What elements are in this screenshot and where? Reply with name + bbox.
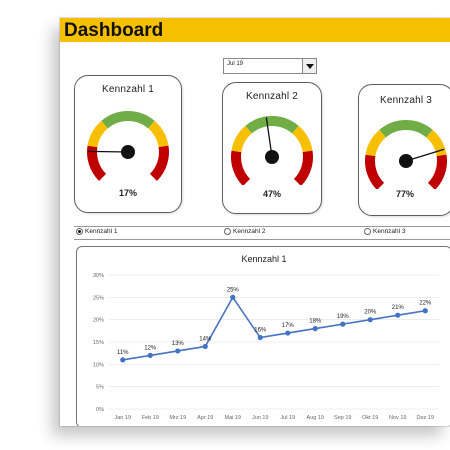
- title-bar: Dashboard: [60, 18, 450, 42]
- gauge-band-red: [365, 154, 385, 189]
- series-line: [122, 295, 426, 361]
- gauge-hub: [265, 150, 279, 164]
- data-point: [422, 308, 428, 314]
- x-tick-label: Sep 19: [334, 415, 351, 421]
- gauge-band-red: [149, 145, 169, 181]
- x-tick-label: Mrz 19: [169, 415, 186, 421]
- gauge-hub: [399, 154, 413, 168]
- data-point: [175, 348, 181, 354]
- gauge-band-red: [231, 150, 251, 185]
- data-point: [340, 321, 346, 327]
- gauge-title: Kennzahl 3: [379, 95, 433, 106]
- x-tick-label: Apr 19: [197, 415, 213, 421]
- y-tick-label: 15%: [93, 340, 104, 346]
- gauge-title: Kennzahl 2: [245, 91, 299, 102]
- radio-dot-0[interactable]: [76, 228, 83, 235]
- data-label: 13%: [172, 341, 185, 347]
- y-tick-label: 0%: [96, 407, 104, 413]
- data-point: [395, 312, 401, 318]
- kennzahl-selector: Kennzahl 1 Kennzahl 2 Kennzahl 3: [74, 226, 450, 240]
- gauge-band-green: [245, 116, 299, 134]
- gauge-band-yellow: [147, 120, 169, 148]
- radio-dot-1[interactable]: [224, 228, 231, 235]
- gauge-value: 77%: [395, 189, 414, 199]
- data-point: [230, 294, 236, 300]
- gauge-band-yellow: [231, 125, 253, 153]
- data-label: 14%: [199, 336, 212, 342]
- y-tick-label: 5%: [96, 385, 104, 391]
- y-tick-label: 30%: [93, 273, 104, 279]
- chevron-down-icon[interactable]: [302, 59, 316, 73]
- gauge-chart: [365, 120, 447, 189]
- gauge-chart: [231, 116, 313, 185]
- data-label: 20%: [364, 310, 377, 316]
- gauge-hub: [121, 145, 135, 159]
- gauge-band-yellow: [291, 125, 313, 153]
- x-tick-label: Okt 19: [362, 415, 378, 421]
- gauge-value: 47%: [262, 189, 281, 199]
- data-label: 17%: [282, 323, 295, 329]
- gauge-band-red: [87, 145, 107, 181]
- radio-label: Kennzahl 2: [233, 228, 266, 235]
- period-dropdown[interactable]: Jul 19: [223, 58, 317, 74]
- gauge-band-yellow: [365, 129, 387, 157]
- gauge-band-red: [293, 150, 313, 185]
- gauge-band-yellow: [87, 120, 109, 148]
- x-tick-label: Nov 19: [389, 415, 406, 421]
- x-tick-label: Feb 19: [142, 415, 159, 421]
- data-label: 18%: [309, 319, 322, 325]
- data-point: [202, 343, 208, 350]
- gauge-chart: [87, 111, 169, 181]
- data-point: [257, 334, 263, 341]
- y-tick-label: 10%: [93, 362, 104, 368]
- data-label: 22%: [419, 301, 432, 307]
- gauge-card-3: Kennzahl 3 77%: [358, 84, 450, 216]
- data-label: 21%: [392, 305, 405, 311]
- chart-title: Kennzahl 1: [241, 254, 287, 264]
- data-label: 25%: [227, 287, 240, 293]
- x-tick-label: Jan 19: [114, 415, 131, 421]
- x-tick-label: Jul 19: [280, 415, 295, 421]
- page-title: Dashboard: [64, 20, 164, 41]
- data-label: 11%: [117, 350, 129, 356]
- line-chart: 0% 5% 10% 15% 20% 25% 30% Jan 19 Feb 19 Mrz 19 Apr…: [93, 273, 439, 421]
- data-label: 12%: [144, 345, 157, 351]
- data-point: [147, 352, 153, 358]
- data-label: 19%: [337, 314, 350, 320]
- x-tick-label: Jun 19: [252, 415, 269, 421]
- data-point: [120, 357, 126, 363]
- gauge-card-1: Kennzahl 1 17%: [74, 75, 182, 213]
- data-point: [312, 326, 318, 332]
- y-tick-label: 25%: [93, 295, 104, 301]
- gauge-band-green: [379, 120, 433, 138]
- x-tick-label: Dez 19: [417, 415, 434, 421]
- dashboard-sheet: Dashboard Jul 19 Kennzahl 1 17% Kennzahl…: [60, 18, 450, 426]
- gauge-band-red: [427, 154, 447, 189]
- gauge-band-green: [101, 111, 155, 129]
- data-point: [285, 330, 291, 336]
- x-tick-label: Aug 19: [307, 415, 324, 421]
- gauge-card-2: Kennzahl 2 47%: [222, 82, 322, 214]
- gauge-value: 17%: [118, 188, 137, 198]
- data-label: 16%: [254, 328, 267, 334]
- line-chart-card: Kennzahl 1 0% 5% 10% 15% 20% 25% 30% Jan 19 Feb …: [76, 246, 450, 426]
- period-dropdown-value: Jul 19: [227, 61, 244, 67]
- radio-kennzahl-3[interactable]: Kennzahl 3: [364, 228, 406, 235]
- radio-label: Kennzahl 3: [373, 228, 406, 235]
- data-point: [367, 317, 373, 323]
- radio-kennzahl-1[interactable]: Kennzahl 1: [76, 228, 118, 235]
- radio-dot-2[interactable]: [364, 228, 371, 235]
- gauge-band-yellow: [425, 129, 447, 157]
- gauge-title: Kennzahl 1: [101, 84, 155, 95]
- y-tick-label: 20%: [93, 318, 104, 324]
- x-tick-label: Mai 19: [224, 415, 241, 421]
- radio-label: Kennzahl 1: [85, 228, 118, 235]
- radio-kennzahl-2[interactable]: Kennzahl 2: [224, 228, 266, 235]
